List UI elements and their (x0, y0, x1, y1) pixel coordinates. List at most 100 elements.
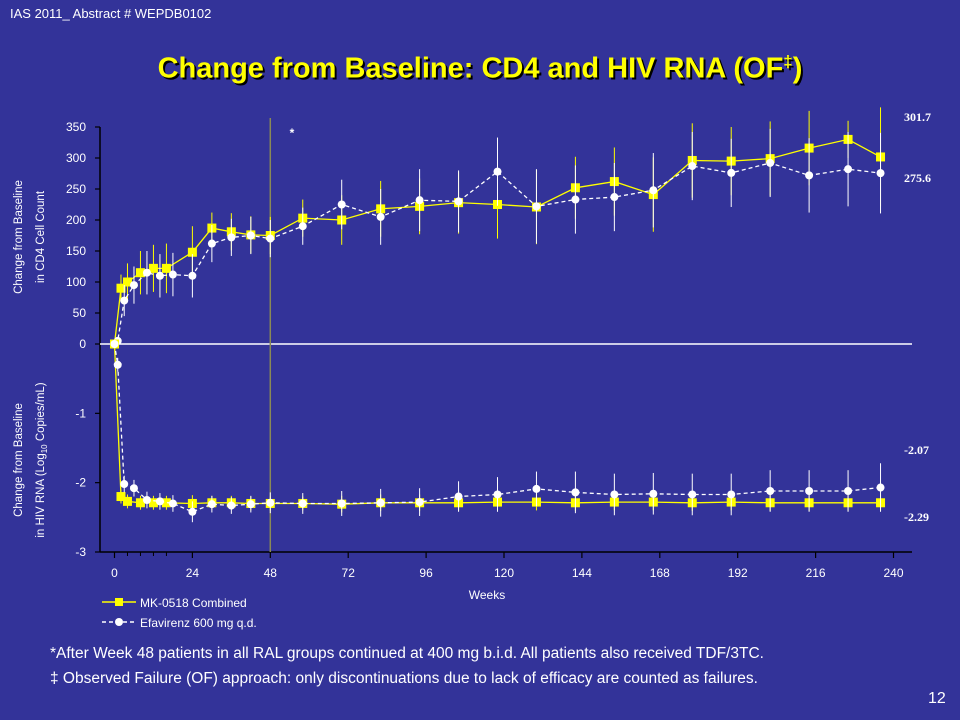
hiv_rna-s0-point-4 (148, 498, 158, 508)
xtick-label-8: 192 (728, 566, 748, 580)
xtick-label-0: 0 (111, 566, 118, 580)
rna-ylabel-line2: in HIV RNA (Log10 Copies/mL) (35, 382, 49, 537)
hiv_rna-s1-point-16 (454, 492, 463, 501)
cd4-ylabel-line2: in CD4 Cell Count (35, 190, 47, 283)
cd4-s1-point-26 (844, 165, 853, 174)
hiv_rna-s1-point-1 (113, 360, 122, 369)
xtick-label-5: 120 (494, 566, 514, 580)
hiv_rna-s1-point-24 (766, 486, 775, 495)
hiv_rna-s1-point-6 (168, 499, 177, 508)
cd4-s1-point-4 (142, 268, 151, 277)
cd4-s0-point-4 (148, 263, 158, 273)
cd4-ytick-label-4: 200 (66, 213, 86, 227)
xtick-label-2: 48 (264, 566, 278, 580)
hiv_rna-s1-point-12 (298, 499, 307, 508)
cd4-s1-line (114, 162, 881, 345)
hiv_rna-s1-point-25 (805, 486, 814, 495)
rna-ylabel-pre: in HIV RNA (Log (35, 453, 47, 537)
hiv_rna-s1-point-14 (376, 498, 385, 507)
x-axis-label: Weeks (469, 588, 505, 602)
hiv_rna-s1-point-2 (120, 480, 129, 489)
hiv_rna-s1-point-19 (571, 488, 580, 497)
hiv_rna-ytick-label-3: -3 (75, 545, 86, 559)
cd4-s1-point-7 (188, 271, 197, 280)
hiv_rna-s1-point-3 (129, 484, 138, 493)
hiv_rna-s1-point-27 (876, 483, 885, 492)
footnote-2: ‡ Observed Failure (OF) approach: only d… (50, 670, 758, 687)
cd4-s1-point-19 (571, 195, 580, 204)
cd4-s1-point-10 (246, 231, 255, 240)
hiv_rna-s0-point-3 (135, 498, 145, 508)
cd4-s1-point-3 (129, 281, 138, 290)
rna-ylabel-line1: Change from Baseline (13, 403, 25, 517)
cd4-s1-point-6 (168, 270, 177, 279)
cd4-s1-point-16 (454, 197, 463, 206)
cd4-ytick-label-2: 100 (66, 275, 86, 289)
cd4-s1-point-27 (876, 169, 885, 178)
footnote-1: *After Week 48 patients in all RAL group… (50, 645, 764, 662)
slide-title: Change from Baseline: CD4 and HIV RNA (O… (0, 52, 960, 86)
hiv_rna-ytick-label-1: -1 (75, 406, 86, 420)
legend-efavirenz-marker (115, 618, 123, 626)
legend-combined-label: MK-0518 Combined (140, 596, 247, 610)
legend: MK-0518 Combined Efavirenz 600 mg q.d. (102, 596, 257, 630)
cd4-s1-point-20 (610, 193, 619, 202)
rna-end-label-efavirenz: -2.07 (904, 443, 929, 457)
hiv_rna-s1-point-26 (844, 486, 853, 495)
xtick-label-4: 96 (419, 566, 433, 580)
legend-combined-marker (115, 598, 123, 606)
cd4-s1-point-12 (298, 222, 307, 231)
hiv_rna-s1-point-5 (155, 497, 164, 506)
hiv_rna-ytick-label-2: -2 (75, 476, 86, 490)
hiv_rna-s0-point-2 (122, 496, 132, 506)
slide-number: 12 (928, 690, 946, 707)
xtick-label-3: 72 (342, 566, 356, 580)
cd4-s1-point-22 (688, 162, 697, 171)
hiv_rna-s1-point-13 (337, 499, 346, 508)
axes-group: 0 50 100 150 200 250 300 350 -1 -2 -3 0 24 48 72 96 120 1… (66, 118, 912, 580)
hiv_rna-s1-line (113, 343, 881, 513)
hiv_rna-s1-point-17 (493, 490, 502, 499)
cd4-s0-point-1 (116, 283, 126, 293)
cd4-ylabel-line1: Change from Baseline (13, 180, 25, 294)
xtick-label-6: 144 (572, 566, 592, 580)
cd4-ytick-label-6: 300 (66, 151, 86, 165)
cd4-s1-point-17 (493, 167, 502, 176)
cd4-ytick-label-7: 350 (66, 120, 86, 134)
cd4-s1-point-24 (766, 158, 775, 167)
cd4-ytick-label-1: 50 (73, 306, 87, 320)
cd4-s1-point-15 (415, 196, 424, 205)
hiv_rna-s0-point-5 (161, 498, 171, 508)
hiv_rna-s1-point-7 (188, 507, 197, 516)
hiv_rna-s1-point-4 (142, 496, 151, 504)
cd4-s1-point-2 (120, 296, 129, 305)
cd4-s1-point-14 (376, 212, 385, 221)
rna-ylabel-post: Copies/mL) (35, 382, 47, 444)
cd4-s1-point-8 (207, 239, 216, 248)
xtick-label-10: 240 (883, 566, 903, 580)
hiv_rna-s1-point-15 (415, 498, 424, 507)
header-reference: IAS 2011_ Abstract # WEPDB0102 (10, 6, 212, 21)
cd4-s1-point-13 (337, 200, 346, 209)
hiv_rna-s1-point-18 (532, 484, 541, 493)
xtick-label-9: 216 (806, 566, 826, 580)
hiv_rna-s1-point-21 (649, 489, 658, 498)
cd4-end-label-efavirenz: 275.6 (904, 171, 931, 185)
cd4-s1-point-23 (727, 168, 736, 177)
title-superscript: ‡ (783, 52, 793, 71)
cd4-s1-point-11 (266, 234, 275, 243)
hiv_rna-s1-point-10 (246, 500, 255, 509)
cd4-s1-point-25 (805, 171, 814, 180)
hiv_rna-s1-point-23 (727, 490, 736, 499)
week48-annotation: * (290, 126, 295, 140)
hiv_rna-s1-point-8 (207, 500, 216, 509)
cd4-ytick-label-5: 250 (66, 182, 86, 196)
cd4-s1-point-21 (649, 186, 658, 195)
hiv_rna-s1-point-0 (110, 340, 119, 348)
cd4-ytick-label-0: 0 (79, 337, 86, 351)
cd4-s1-point-9 (227, 233, 236, 242)
legend-efavirenz-label: Efavirenz 600 mg q.d. (140, 616, 257, 630)
cd4-s1-point-18 (532, 202, 541, 211)
xtick-label-1: 24 (186, 566, 200, 580)
